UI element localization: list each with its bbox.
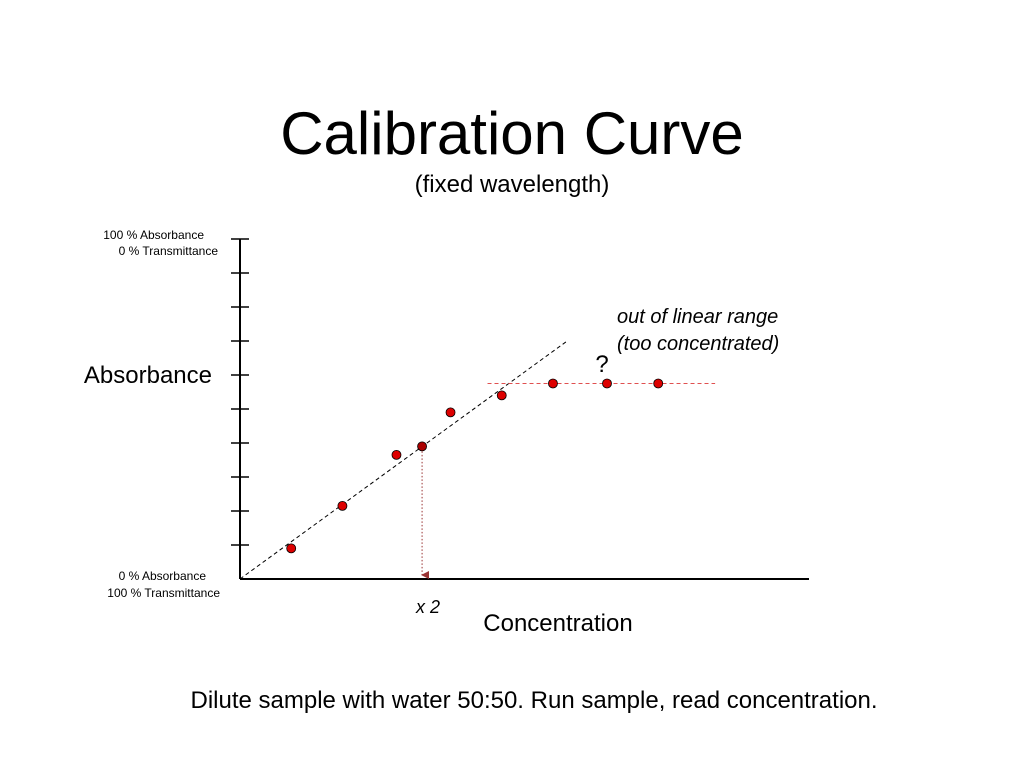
data-point-5 bbox=[445, 407, 456, 418]
out-of-range-annotation-line2: (too concentrated) bbox=[617, 333, 779, 355]
data-point-8 bbox=[602, 378, 612, 389]
out-of-range-annotation-line1: out of linear range bbox=[617, 306, 778, 328]
dilution-factor-label: x 2 bbox=[415, 597, 440, 617]
y-axis-title: Absorbance bbox=[84, 362, 212, 389]
slide-subtitle: (fixed wavelength) bbox=[414, 171, 610, 198]
data-point-4 bbox=[417, 441, 427, 452]
x-axis-title: Concentration bbox=[483, 610, 632, 637]
data-point-3 bbox=[391, 449, 402, 460]
y-top-label-absorbance: 100 % Absorbance bbox=[103, 228, 204, 242]
slide-title: Calibration Curve bbox=[280, 100, 744, 167]
y-tick-marks bbox=[231, 238, 249, 546]
trend-line bbox=[239, 340, 568, 580]
y-bottom-label-absorbance: 0 % Absorbance bbox=[119, 569, 207, 583]
data-point-9 bbox=[653, 378, 664, 389]
instruction-text: Dilute sample with water 50:50. Run samp… bbox=[190, 687, 878, 714]
y-top-label-transmittance: 0 % Transmittance bbox=[119, 244, 219, 258]
data-point-2 bbox=[337, 500, 348, 511]
data-point-6 bbox=[496, 390, 507, 401]
data-points bbox=[286, 378, 664, 554]
y-bottom-label-transmittance: 100 % Transmittance bbox=[107, 586, 220, 600]
data-point-1 bbox=[286, 543, 297, 554]
data-point-7 bbox=[548, 378, 558, 389]
question-mark-annotation: ? bbox=[595, 351, 608, 378]
